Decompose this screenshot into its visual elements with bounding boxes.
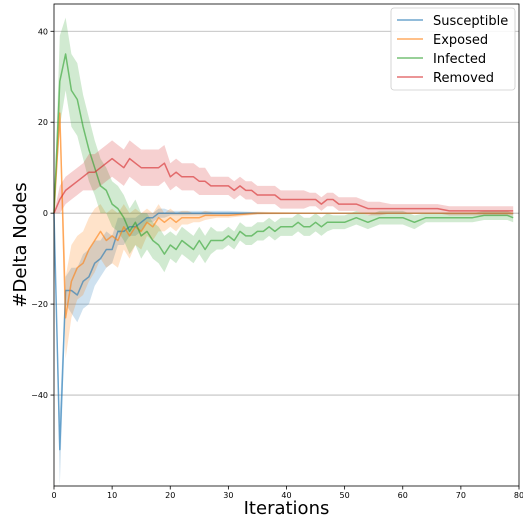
x-tick-label: 40	[281, 491, 291, 500]
x-tick-label: 60	[398, 491, 408, 500]
y-tick-label: 0	[43, 209, 48, 218]
x-tick-label: 10	[107, 491, 117, 500]
legend-label-exposed: Exposed	[433, 33, 488, 48]
line-removed	[53, 157, 514, 214]
series-lines	[53, 53, 514, 451]
legend-label-removed: Removed	[433, 71, 494, 86]
axis-ticks: −40 −20 0 20 40 0 10 20 30 40 50 60 70 80	[31, 27, 523, 500]
band-exposed	[54, 94, 514, 359]
legend-label-infected: Infected	[433, 52, 486, 67]
legend-label-susceptible: Susceptible	[433, 14, 508, 29]
legend: Susceptible Exposed Infected Removed	[390, 7, 516, 91]
x-tick-label: 80	[514, 491, 523, 500]
legend-box	[390, 7, 516, 91]
x-tick-label: 0	[51, 491, 56, 500]
y-tick-label: −20	[31, 300, 48, 309]
y-axis-label: #Delta Nodes	[10, 182, 31, 307]
line-exposed	[53, 112, 514, 319]
x-tick-label: 50	[340, 491, 350, 500]
x-tick-label: 70	[456, 491, 466, 500]
confidence-bands	[54, 17, 514, 486]
line-susceptible	[53, 212, 514, 451]
line-infected	[53, 53, 514, 255]
band-infected	[54, 17, 514, 273]
x-tick-label: 30	[223, 491, 233, 500]
x-axis-label: Iterations	[244, 498, 330, 519]
y-tick-label: −40	[31, 391, 48, 400]
x-tick-label: 20	[165, 491, 175, 500]
y-tick-label: 40	[38, 27, 48, 36]
y-tick-label: 20	[38, 118, 48, 127]
band-removed	[54, 140, 514, 216]
